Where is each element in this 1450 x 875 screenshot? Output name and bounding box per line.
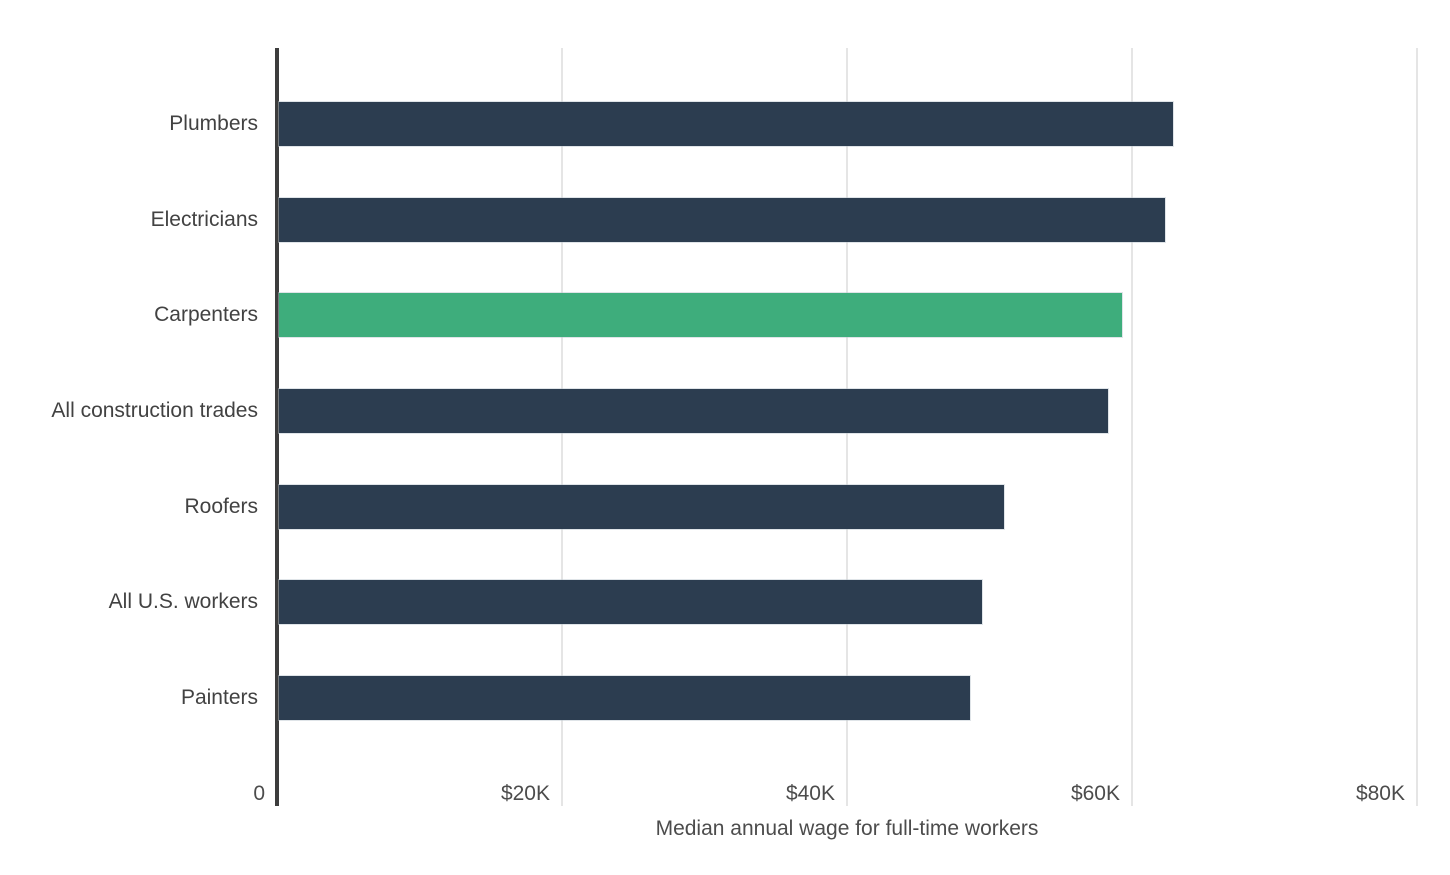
category-label-all-u-s-workers: All U.S. workers — [108, 590, 258, 613]
y-axis-zero-line — [275, 48, 279, 806]
bar-carpenters — [279, 293, 1122, 337]
category-label-all-construction-trades: All construction trades — [51, 399, 258, 422]
gridline-80k — [1416, 48, 1418, 806]
bar-electricians — [279, 198, 1165, 242]
category-label-plumbers: Plumbers — [169, 112, 258, 135]
category-label-carpenters: Carpenters — [154, 303, 258, 326]
x-tick-label-0: 0 — [253, 782, 265, 805]
bar-plumbers — [279, 102, 1173, 146]
bar-all-construction-trades — [279, 389, 1108, 433]
category-label-electricians: Electricians — [150, 208, 258, 231]
x-tick-label-80k: $80K — [1355, 782, 1405, 805]
x-tick-label-20k: $20K — [500, 782, 550, 805]
x-axis-title: Median annual wage for full-time workers — [655, 817, 1039, 840]
x-tick-label-60k: $60K — [1070, 782, 1120, 805]
bar-roofers — [279, 485, 1004, 529]
category-label-painters: Painters — [180, 686, 258, 709]
bar-all-u-s-workers — [279, 580, 982, 624]
bar-painters — [279, 676, 970, 720]
gridline-60k — [1131, 48, 1133, 806]
category-label-roofers: Roofers — [184, 495, 258, 518]
x-tick-label-40k: $40K — [785, 782, 835, 805]
